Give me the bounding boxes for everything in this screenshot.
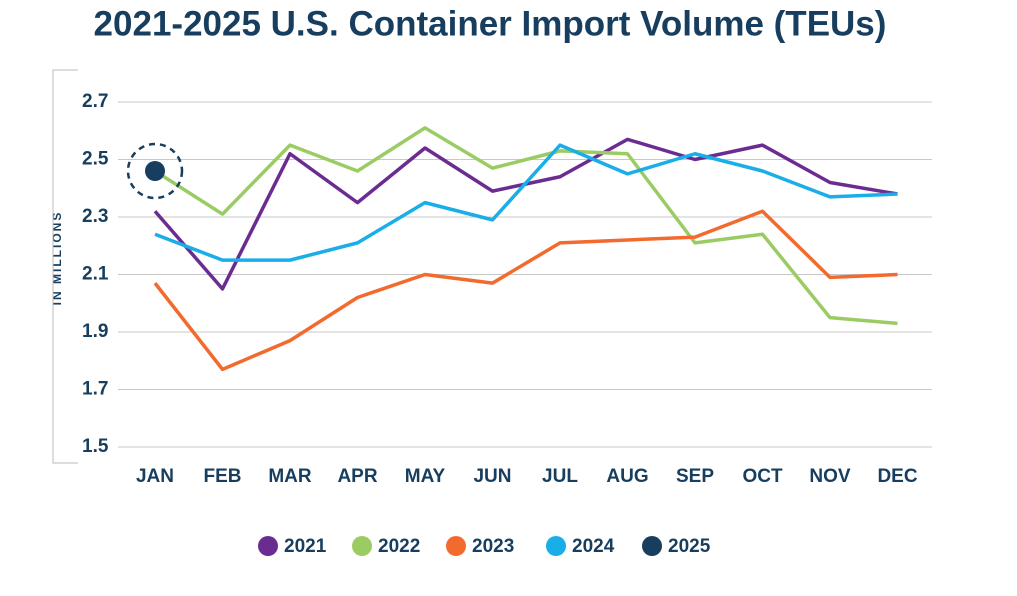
- x-tick-label: OCT: [742, 466, 783, 487]
- y-tick-label: 1.5: [82, 436, 109, 457]
- highlight-ring: [126, 142, 184, 200]
- y-tick-label: 2.5: [82, 149, 109, 170]
- x-tick-label: JAN: [136, 466, 174, 487]
- y-tick-label: 1.9: [82, 321, 108, 342]
- x-tick-label: NOV: [809, 466, 851, 487]
- series-line: [153, 137, 898, 291]
- x-tick-label: MAR: [268, 466, 312, 487]
- legend-label: 2025: [668, 536, 711, 557]
- series-line: [154, 143, 898, 262]
- legend-label: 2024: [572, 536, 615, 557]
- x-tick-label: APR: [337, 466, 377, 487]
- x-tick-label: MAY: [405, 466, 446, 487]
- series-point: [145, 161, 165, 181]
- x-tick-label: DEC: [877, 466, 917, 487]
- legend-swatch: [258, 536, 278, 556]
- x-tick-label: JUN: [473, 466, 511, 487]
- y-tick-label: 2.7: [82, 91, 108, 112]
- legend-label: 2022: [378, 536, 420, 557]
- legend-swatch: [446, 536, 466, 556]
- y-tick-label: 1.7: [82, 379, 108, 400]
- x-tick-label: FEB: [204, 466, 242, 487]
- legend-swatch: [642, 536, 662, 556]
- legend-swatch: [352, 536, 372, 556]
- y-tick-label: 2.1: [82, 264, 109, 285]
- x-tick-label: AUG: [606, 466, 648, 487]
- x-tick-label: SEP: [676, 466, 714, 487]
- x-tick-label: JUL: [542, 466, 578, 487]
- y-axis-label: IN MILLIONS: [50, 211, 64, 306]
- axis-bracket: [52, 69, 78, 464]
- chart-title: 2021-2025 U.S. Container Import Volume (…: [94, 4, 887, 43]
- y-tick-label: 2.3: [82, 206, 108, 227]
- series-line: [153, 209, 898, 372]
- legend-label: 2023: [472, 536, 514, 557]
- series-line: [154, 126, 898, 326]
- legend-swatch: [546, 536, 566, 556]
- legend-label: 2021: [284, 536, 327, 557]
